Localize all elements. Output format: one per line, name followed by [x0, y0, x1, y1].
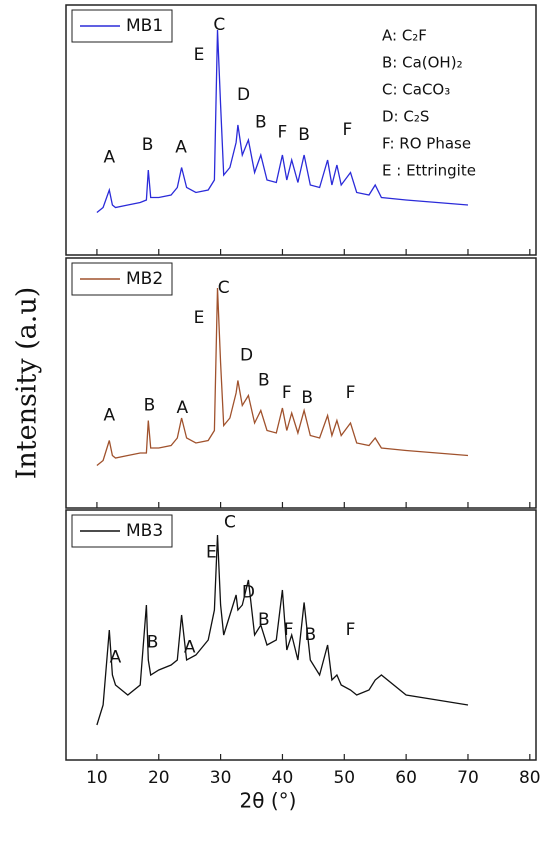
peak-label: A — [103, 406, 115, 426]
peak-label: B — [258, 371, 270, 391]
peak-label: F — [284, 620, 294, 640]
peak-label: B — [147, 633, 159, 653]
peak-label: B — [142, 135, 154, 155]
peak-label: A — [103, 148, 115, 168]
panel-frame — [65, 509, 537, 761]
legend-box — [71, 9, 173, 43]
peak-label: C — [224, 513, 236, 533]
peak-label: C — [218, 278, 230, 298]
legend-label: MB1 — [126, 16, 163, 36]
peak-label: A — [176, 398, 188, 418]
panel-frame — [65, 4, 537, 256]
phase-key: E : Ettringite — [382, 162, 476, 180]
peak-label: A — [175, 138, 187, 158]
peak-label: F — [346, 383, 356, 403]
peak-label: F — [342, 120, 352, 140]
peak-label: E — [206, 543, 217, 563]
panel-frame — [65, 257, 537, 509]
x-tick-label: 20 — [148, 768, 170, 788]
phase-key: A: C₂F — [382, 27, 427, 45]
peak-label: F — [346, 620, 356, 640]
peak-label: A — [184, 638, 196, 658]
peak-label: C — [213, 15, 225, 35]
peak-label: E — [194, 45, 205, 65]
phase-key: C: CaCO₃ — [382, 81, 450, 99]
peak-label: B — [301, 388, 313, 408]
xrd-line — [96, 287, 469, 467]
y-axis-label: Intensity (a.u) — [12, 287, 43, 480]
x-axis-label: 2θ (°) — [240, 789, 297, 813]
x-tick-label: 50 — [333, 768, 355, 788]
xrd-line — [96, 534, 469, 726]
x-tick-label: 30 — [210, 768, 232, 788]
xrd-line — [96, 29, 469, 214]
peak-label: D — [237, 85, 250, 105]
peak-label: B — [298, 125, 310, 145]
peak-label: D — [242, 583, 255, 603]
x-tick-label: 40 — [272, 768, 294, 788]
peak-label: A — [110, 648, 122, 668]
legend-label: MB3 — [126, 521, 163, 541]
peak-label: F — [282, 383, 292, 403]
phase-key: D: C₂S — [382, 108, 429, 126]
phase-key: F: RO Phase — [382, 135, 471, 153]
peak-label: B — [258, 610, 270, 630]
peak-label: D — [240, 346, 253, 366]
x-tick-label: 70 — [457, 768, 479, 788]
x-tick-label: 80 — [519, 768, 541, 788]
x-tick-label: 60 — [395, 768, 417, 788]
x-tick-label: 10 — [86, 768, 108, 788]
peak-label: B — [144, 396, 156, 416]
legend-label: MB2 — [126, 269, 163, 289]
peak-label: B — [255, 113, 267, 133]
peak-label: E — [194, 308, 205, 328]
peak-label: B — [304, 625, 316, 645]
phase-key: B: Ca(OH)₂ — [382, 54, 463, 72]
peak-label: F — [278, 123, 288, 143]
